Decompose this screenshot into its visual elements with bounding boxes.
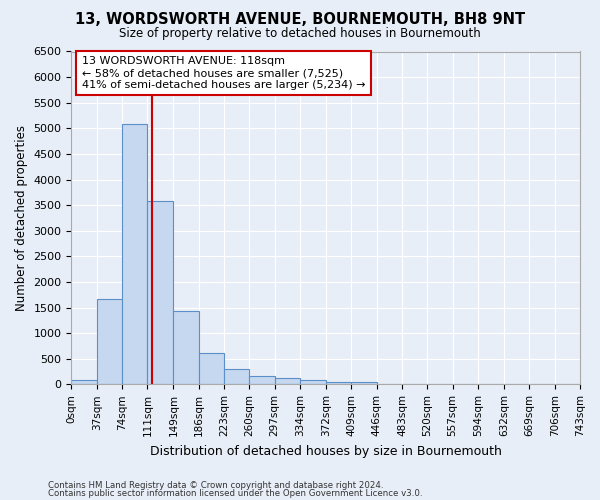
Bar	[122, 124, 148, 384]
Bar	[71, 380, 97, 384]
Bar	[173, 311, 199, 384]
Bar	[199, 352, 224, 384]
Bar	[250, 376, 275, 384]
Y-axis label: Number of detached properties: Number of detached properties	[15, 125, 28, 311]
Text: Size of property relative to detached houses in Bournemouth: Size of property relative to detached ho…	[119, 28, 481, 40]
Bar	[326, 382, 352, 384]
Bar	[275, 378, 300, 384]
Bar	[97, 299, 122, 384]
Text: Contains public sector information licensed under the Open Government Licence v3: Contains public sector information licen…	[48, 489, 422, 498]
Bar	[352, 382, 377, 384]
Text: Contains HM Land Registry data © Crown copyright and database right 2024.: Contains HM Land Registry data © Crown c…	[48, 480, 383, 490]
Bar	[224, 369, 250, 384]
Bar	[148, 201, 173, 384]
Bar	[300, 380, 326, 384]
X-axis label: Distribution of detached houses by size in Bournemouth: Distribution of detached houses by size …	[150, 444, 502, 458]
Text: 13, WORDSWORTH AVENUE, BOURNEMOUTH, BH8 9NT: 13, WORDSWORTH AVENUE, BOURNEMOUTH, BH8 …	[75, 12, 525, 28]
Text: 13 WORDSWORTH AVENUE: 118sqm
← 58% of detached houses are smaller (7,525)
41% of: 13 WORDSWORTH AVENUE: 118sqm ← 58% of de…	[82, 56, 365, 90]
